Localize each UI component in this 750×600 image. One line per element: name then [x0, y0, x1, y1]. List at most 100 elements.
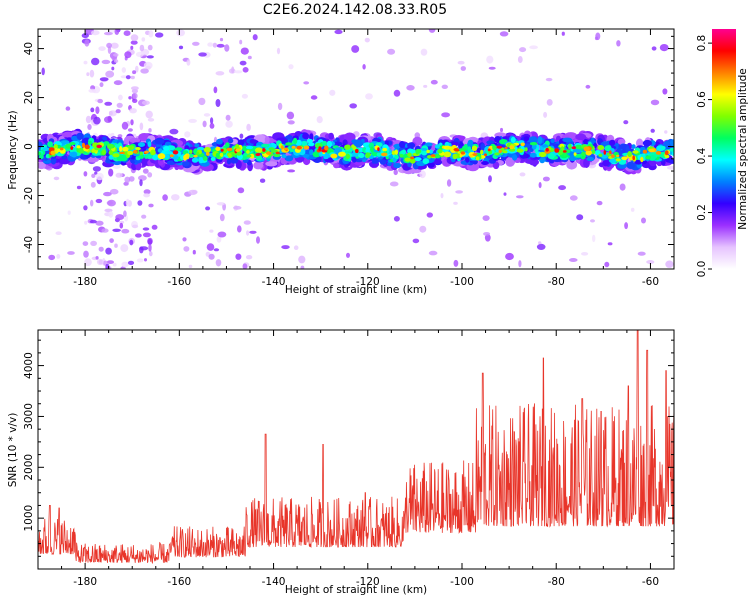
spectrogram-blob [523, 143, 531, 149]
spectrogram-blob [496, 145, 503, 149]
spectrogram-blob [112, 153, 120, 158]
spectrogram-blob [119, 146, 123, 152]
spectrogram-blob [95, 106, 100, 114]
spectrogram-blob [198, 52, 207, 57]
spectrogram-blob [89, 69, 95, 78]
spectrogram-blob [65, 106, 71, 111]
spectrogram-blob [93, 116, 101, 125]
spectrogram-blob [132, 149, 138, 154]
spectrogram-blob [590, 219, 595, 223]
spectrogram-blob [91, 30, 100, 36]
spectrogram-blob [186, 59, 191, 66]
spectrogram-blob [621, 156, 628, 161]
colorbar: 0.0 0.2 0.4 0.6 0.8 Normalized spectral ampl… [696, 29, 749, 277]
spectrogram-blob [338, 151, 346, 157]
spectrogram-blob [343, 132, 356, 142]
spectrogram-blob [401, 149, 407, 155]
spectrogram-blob [147, 172, 153, 178]
spectrogram-blob [129, 239, 134, 246]
spectrogram-blob [316, 116, 323, 124]
spectrogram-blob [103, 191, 112, 197]
spectrogram-blob [345, 153, 350, 160]
spectrogram-blob [268, 147, 275, 151]
spectrogram-blob [648, 148, 655, 153]
spectrogram-blob [518, 260, 522, 268]
spectrogram-blob [669, 139, 674, 147]
spectrogram-x-tick-label: -60 [642, 276, 659, 288]
spectrogram-blob [96, 144, 102, 149]
spectrogram-blob [519, 172, 526, 177]
spectrogram-blob [116, 102, 123, 108]
spectrogram-blob [87, 140, 92, 145]
spectrogram-blob [566, 159, 578, 170]
snr-x-tick-label: -140 [262, 576, 286, 588]
spectrogram-blob [300, 140, 308, 147]
spectrogram-blob [198, 156, 204, 164]
spectrogram-blob [135, 65, 139, 73]
spectrogram-blob [84, 39, 90, 47]
spectrogram-blob [292, 137, 298, 145]
spectrogram-blob [69, 142, 76, 146]
spectrogram-blob [216, 235, 222, 243]
spectrogram-blob [99, 82, 104, 88]
spectrogram-blob [246, 230, 250, 236]
spectrogram-x-tick-label: -80 [548, 276, 565, 288]
spectrogram-blob [227, 138, 234, 144]
spectrogram-blob [277, 102, 283, 111]
spectrogram-blob [174, 147, 183, 152]
spectrogram-blob [632, 150, 639, 154]
spectrogram-blob [114, 59, 119, 63]
spectrogram-y-tick-label: 0 [23, 143, 35, 150]
spectrogram-blob [147, 141, 152, 148]
spectrogram-blob [393, 89, 401, 97]
spectrogram-blob [296, 145, 302, 150]
spectrogram-blob [264, 136, 270, 144]
spectrogram-blob [326, 140, 332, 148]
spectrogram-blob [178, 45, 184, 50]
spectrogram-blob [196, 151, 200, 156]
spectrogram-blob [650, 99, 660, 106]
spectrogram-blob [505, 252, 514, 261]
spectrogram-blob [523, 136, 530, 142]
spectrogram-blob [108, 110, 117, 117]
snr-x-tick-label: -60 [642, 576, 659, 588]
spectrogram-blob [140, 68, 149, 74]
spectrogram-blob [483, 232, 491, 236]
spectrogram-blob [585, 84, 591, 89]
spectrogram-blob [307, 142, 315, 147]
spectrogram-blob [261, 143, 270, 148]
spectrogram-blob [273, 153, 281, 158]
spectrogram-blob [90, 107, 95, 113]
spectrogram-blob [665, 260, 674, 268]
spectrogram-blob [562, 137, 573, 143]
spectrogram-blob [151, 224, 158, 230]
spectrogram-blob [286, 111, 295, 120]
spectrogram-blob [642, 139, 653, 147]
spectrogram-blob [451, 141, 459, 146]
spectrogram-blob [242, 263, 248, 269]
spectrogram-blob [259, 178, 266, 183]
spectrogram-blob [472, 153, 478, 156]
spectrogram-blob [124, 176, 131, 183]
spectrogram-blob [137, 200, 143, 206]
spectrogram-blob [101, 228, 109, 233]
spectrogram-blob [132, 92, 138, 100]
spectrogram-blob [186, 154, 190, 160]
spectrogram-blob [83, 60, 88, 65]
spectrogram-blob [471, 145, 478, 151]
spectrogram-blob [220, 148, 224, 152]
spectrogram-blob [602, 160, 610, 167]
spectrogram-blob [546, 99, 553, 106]
spectrogram-blob [407, 152, 412, 158]
colorbar-label: Normalized spectral amplitude [737, 68, 749, 229]
spectrogram-blob [322, 140, 327, 146]
spectrogram-blob [224, 44, 230, 52]
spectrogram-blob [188, 118, 198, 123]
spectrogram-blob [642, 149, 648, 154]
spectrogram-blob [176, 29, 186, 37]
spectrogram-blob [394, 154, 399, 159]
spectrogram-blob [441, 112, 450, 118]
spectrogram-blob [92, 166, 101, 172]
spectrogram-blob [202, 120, 207, 128]
spectrogram-blob [67, 210, 71, 215]
